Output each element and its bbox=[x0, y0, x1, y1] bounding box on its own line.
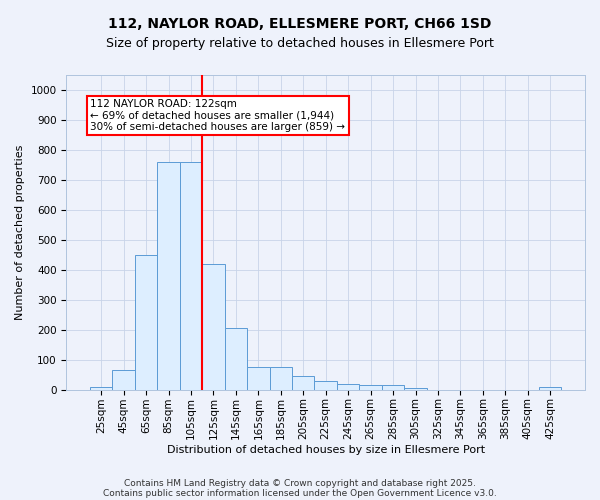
Bar bbox=[135, 255, 157, 390]
Bar bbox=[292, 376, 314, 390]
Bar bbox=[404, 388, 427, 390]
Bar bbox=[112, 370, 135, 390]
Bar bbox=[269, 367, 292, 390]
Text: Size of property relative to detached houses in Ellesmere Port: Size of property relative to detached ho… bbox=[106, 38, 494, 51]
Bar bbox=[224, 328, 247, 390]
Bar bbox=[247, 367, 269, 390]
Text: Contains HM Land Registry data © Crown copyright and database right 2025.: Contains HM Land Registry data © Crown c… bbox=[124, 478, 476, 488]
Text: 112, NAYLOR ROAD, ELLESMERE PORT, CH66 1SD: 112, NAYLOR ROAD, ELLESMERE PORT, CH66 1… bbox=[109, 18, 491, 32]
Y-axis label: Number of detached properties: Number of detached properties bbox=[15, 144, 25, 320]
Bar bbox=[90, 386, 112, 390]
Bar bbox=[382, 385, 404, 390]
Bar bbox=[180, 162, 202, 390]
Text: Contains public sector information licensed under the Open Government Licence v3: Contains public sector information licen… bbox=[103, 488, 497, 498]
Bar bbox=[202, 264, 224, 390]
Bar bbox=[359, 385, 382, 390]
Bar bbox=[337, 384, 359, 390]
Bar bbox=[314, 380, 337, 390]
Bar bbox=[157, 162, 180, 390]
X-axis label: Distribution of detached houses by size in Ellesmere Port: Distribution of detached houses by size … bbox=[167, 445, 485, 455]
Text: 112 NAYLOR ROAD: 122sqm
← 69% of detached houses are smaller (1,944)
30% of semi: 112 NAYLOR ROAD: 122sqm ← 69% of detache… bbox=[91, 99, 346, 132]
Bar bbox=[539, 386, 562, 390]
